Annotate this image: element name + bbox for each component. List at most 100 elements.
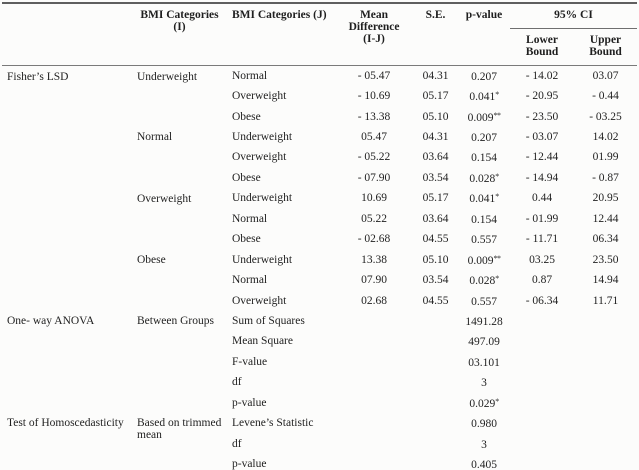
cell-p-value: 0.207 xyxy=(458,127,510,147)
cell-p-value: 0.041* xyxy=(458,86,510,106)
cell-category-j: Obese xyxy=(232,233,261,246)
cell-empty xyxy=(413,413,458,433)
significance-marker: * xyxy=(495,396,499,406)
header-cell-bmi-categories-j: BMI Categories (J) xyxy=(232,9,327,21)
cell-ci-upper: 11.71 xyxy=(592,294,619,307)
cell-stat-name: df xyxy=(232,437,242,450)
stat-value-text: 0.405 xyxy=(471,458,497,470)
cell-stat-name: Sum of Squares xyxy=(232,314,305,327)
header-line: Lower xyxy=(526,34,558,46)
cell-empty xyxy=(413,311,458,331)
p-value-text: 0.207 xyxy=(471,70,497,83)
cell-mean-difference: 07.90 xyxy=(361,274,387,287)
cell-empty xyxy=(574,393,637,413)
cell-empty xyxy=(413,372,458,392)
cell-empty xyxy=(510,433,574,453)
p-value-text: 0.557 xyxy=(471,234,497,247)
header-row-1: BMI Categories (I) BMI Categories (J) Me… xyxy=(2,3,637,45)
cell-mean-difference: - 10.69 xyxy=(357,90,391,103)
cell-se: 03.64 xyxy=(422,212,449,225)
cell-ci-lower: - 06.34 xyxy=(525,294,559,307)
cell-ci-lower: - 20.95 xyxy=(525,90,559,103)
p-value-text: 0.154 xyxy=(471,213,497,226)
cell-ci-upper: 23.50 xyxy=(592,253,619,266)
header-cell-bmi-categories-i: BMI Categories (I) xyxy=(131,3,228,66)
cell-stat-value: 1491.28 xyxy=(458,311,510,331)
cell-ci-upper: - 0.87 xyxy=(592,171,619,184)
significance-marker: * xyxy=(495,171,499,181)
row-label-one-way-anova: One- way ANOVA xyxy=(7,315,95,328)
cell-p-value: 0.009** xyxy=(458,106,510,126)
cell-p-value: 0.154 xyxy=(458,147,510,167)
significance-marker: ** xyxy=(493,253,501,263)
row-label-homoscedasticity: Test of Homoscedasticity xyxy=(7,417,124,430)
header-line: Bound xyxy=(589,46,622,58)
cell-p-value: 0.557 xyxy=(458,290,510,310)
header-row-2: Lower Bound Upper Bound xyxy=(2,29,637,66)
cell-se: 05.10 xyxy=(422,110,449,123)
cell-empty xyxy=(574,331,637,351)
header-cell-upper-bound: Upper Bound xyxy=(574,29,637,66)
cell-ci-upper: 14.94 xyxy=(592,274,619,287)
cell-se: 03.64 xyxy=(422,151,449,164)
table-row: Obese - 07.90 03.54 0.028* - 14.94 - 0.8… xyxy=(2,168,637,188)
header-cell-se: S.E. xyxy=(425,9,446,21)
cell-se: 03.54 xyxy=(422,171,449,184)
cell-empty xyxy=(510,413,574,433)
cell-ci-lower: - 12.44 xyxy=(525,151,559,164)
p-value-text: 0.041 xyxy=(469,193,496,206)
cell-empty xyxy=(510,352,574,372)
cell-stat-value: 0.405 xyxy=(458,454,510,470)
significance-marker: * xyxy=(495,274,499,284)
cell-se: 04.55 xyxy=(422,294,449,307)
cell-ci-upper: 12.44 xyxy=(592,212,619,225)
significance-marker: * xyxy=(495,90,499,100)
table-row: Mean Square 497.09 xyxy=(2,331,637,351)
cell-category-i: Normal xyxy=(137,131,173,144)
cell-p-value: 0.154 xyxy=(458,209,510,229)
significance-marker: ** xyxy=(493,110,501,120)
cell-category-i: Underweight xyxy=(137,70,198,83)
cell-stat-name: Mean Square xyxy=(232,335,293,348)
table-row: Normal 07.90 03.54 0.028* 0.87 14.94 xyxy=(2,270,637,290)
table-row: df 3 xyxy=(2,433,637,453)
cell-empty xyxy=(335,352,413,372)
cell-mean-difference: 10.69 xyxy=(361,192,387,205)
cell-mean-difference: 13.38 xyxy=(361,253,387,266)
stat-value-text: 3 xyxy=(481,377,487,390)
cell-category-j: Overweight xyxy=(232,90,287,103)
significance-marker: * xyxy=(495,192,499,202)
cell-empty xyxy=(574,433,637,453)
table-row: p-value 0.029* xyxy=(2,393,637,413)
cell-mean-difference: - 07.90 xyxy=(357,171,391,184)
cell-ci-lower: - 11.71 xyxy=(525,233,559,246)
cell-empty xyxy=(335,413,413,433)
table-row: Fisher’s LSD Underweight Normal - 05.47 … xyxy=(2,66,637,86)
cell-ci-lower: - 03.07 xyxy=(525,131,559,144)
cell-stat-value: 03.101 xyxy=(458,352,510,372)
cell-se: 05.17 xyxy=(422,192,449,205)
table-row: Overweight - 05.22 03.64 0.154 - 12.44 0… xyxy=(2,147,637,167)
table-row: Overweight Underweight 10.69 05.17 0.041… xyxy=(2,188,637,208)
cell-category-j: Normal xyxy=(232,212,268,225)
cell-ci-upper: 14.02 xyxy=(592,131,619,144)
cell-se: 04.55 xyxy=(422,233,449,246)
cell-empty xyxy=(574,372,637,392)
cell-mean-difference: 05.47 xyxy=(361,131,387,144)
cell-empty xyxy=(413,352,458,372)
cell-empty xyxy=(413,433,458,453)
cell-empty xyxy=(510,331,574,351)
cell-p-value: 0.028* xyxy=(458,168,510,188)
table-row: df 3 xyxy=(2,372,637,392)
header-line: Upper xyxy=(589,34,622,46)
p-value-text: 0.009 xyxy=(467,111,494,124)
cell-category-j: Underweight xyxy=(232,131,293,144)
cell-category-j: Obese xyxy=(232,171,261,184)
stat-value-text: 1491.28 xyxy=(465,315,503,328)
cell-p-value: 0.009** xyxy=(458,249,510,269)
p-value-text: 0.557 xyxy=(471,295,497,308)
cell-se: 04.31 xyxy=(422,69,449,82)
row-label-fishers-lsd: Fisher’s LSD xyxy=(7,70,69,83)
